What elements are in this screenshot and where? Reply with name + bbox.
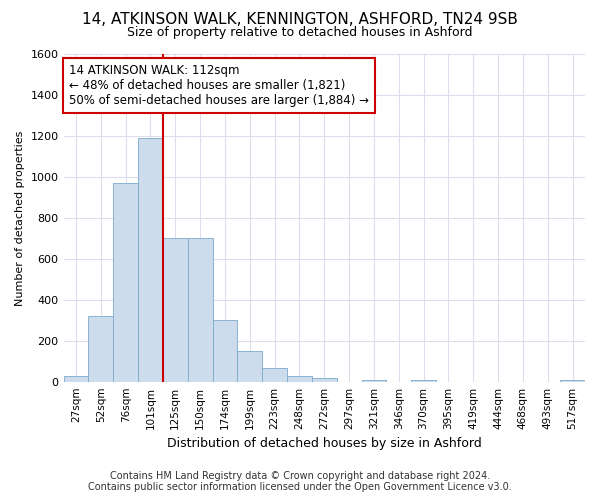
Text: 14 ATKINSON WALK: 112sqm
← 48% of detached houses are smaller (1,821)
50% of sem: 14 ATKINSON WALK: 112sqm ← 48% of detach… [69, 64, 369, 107]
Text: 14, ATKINSON WALK, KENNINGTON, ASHFORD, TN24 9SB: 14, ATKINSON WALK, KENNINGTON, ASHFORD, … [82, 12, 518, 28]
Bar [560, 380, 585, 382]
Text: Size of property relative to detached houses in Ashford: Size of property relative to detached ho… [127, 26, 473, 39]
Bar [362, 380, 386, 382]
X-axis label: Distribution of detached houses by size in Ashford: Distribution of detached houses by size … [167, 437, 482, 450]
Bar [212, 320, 238, 382]
Text: Contains HM Land Registry data © Crown copyright and database right 2024.
Contai: Contains HM Land Registry data © Crown c… [88, 471, 512, 492]
Bar [163, 238, 188, 382]
Bar [188, 238, 212, 382]
Y-axis label: Number of detached properties: Number of detached properties [15, 130, 25, 306]
Bar [238, 351, 262, 382]
Bar [113, 183, 138, 382]
Bar [88, 316, 113, 382]
Bar [411, 380, 436, 382]
Bar [64, 376, 88, 382]
Bar [138, 138, 163, 382]
Bar [262, 368, 287, 382]
Bar [312, 378, 337, 382]
Bar [287, 376, 312, 382]
